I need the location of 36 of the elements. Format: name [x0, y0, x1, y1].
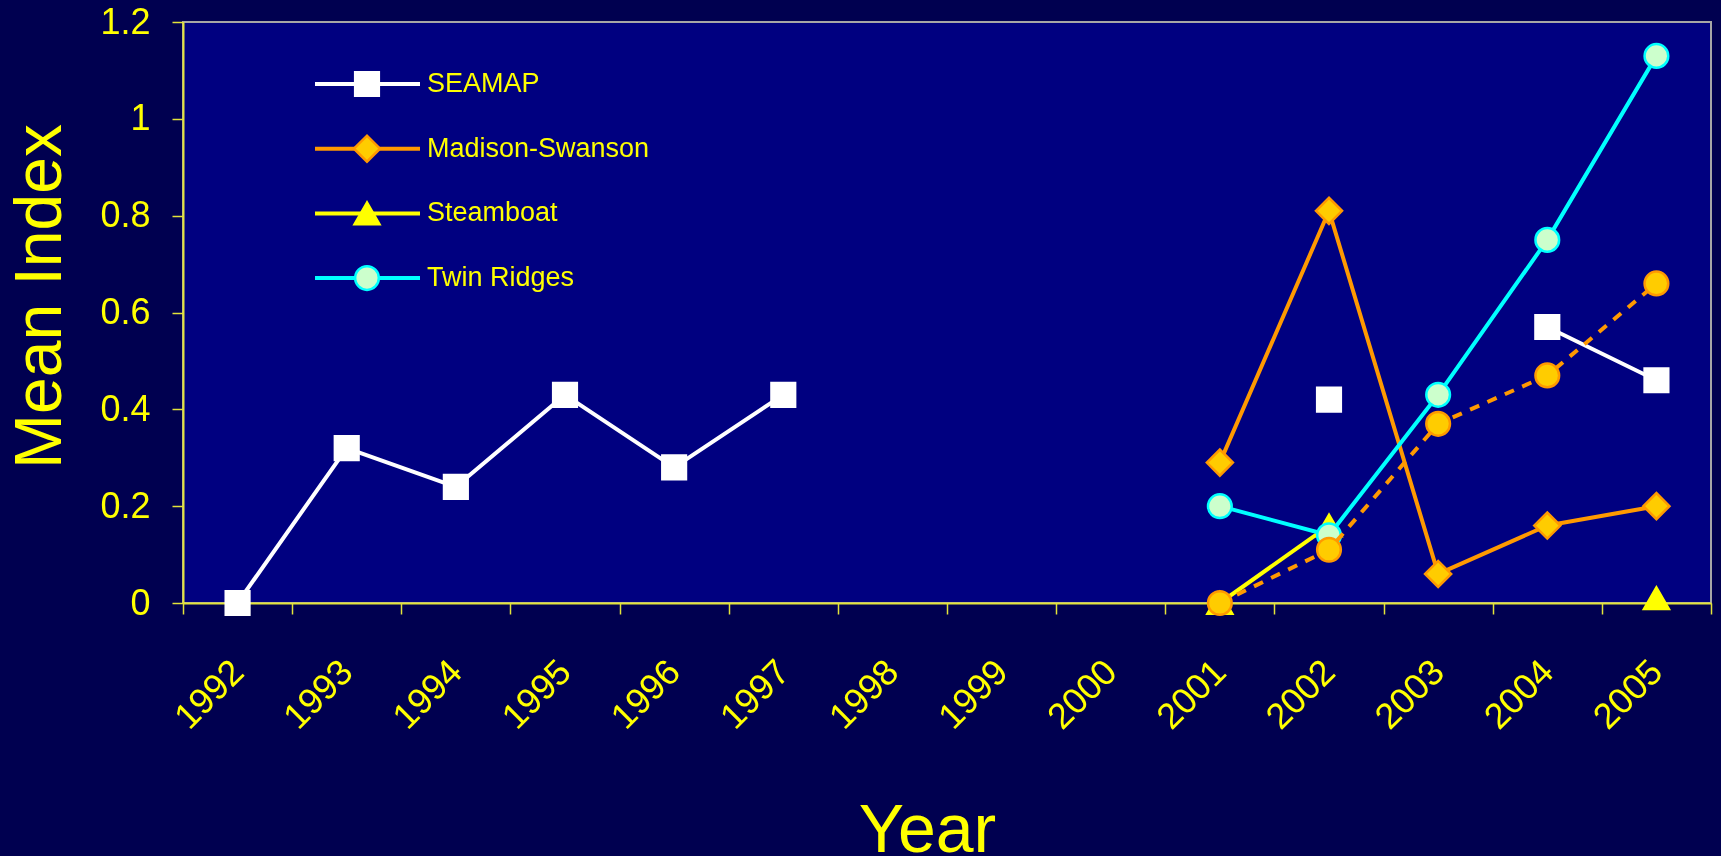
- point: [1534, 226, 1561, 253]
- point: [1206, 493, 1233, 520]
- point: [224, 589, 251, 617]
- point: [1423, 559, 1453, 589]
- point: [1314, 196, 1344, 226]
- y-axis-title: Mean Index: [0, 124, 75, 469]
- y-tick-label: 0.4: [100, 387, 151, 429]
- y-tick-label: 0.6: [100, 291, 151, 332]
- point: [770, 381, 797, 408]
- point: [1642, 586, 1671, 611]
- legend-label: Twin Ridges: [427, 262, 575, 293]
- legend-label: Steamboat: [427, 197, 559, 228]
- point: [1643, 367, 1670, 394]
- point: [1643, 42, 1670, 69]
- point: [1425, 410, 1452, 437]
- y-tick-label: 0.2: [100, 484, 151, 526]
- legend-label: Madison-Swanson: [427, 132, 650, 163]
- point: [442, 473, 469, 500]
- point: [1643, 270, 1670, 297]
- point: [551, 381, 579, 408]
- point: [1205, 448, 1235, 477]
- point: [1315, 536, 1343, 563]
- point: [1533, 511, 1562, 540]
- point: [1425, 381, 1452, 408]
- point: [1534, 362, 1561, 389]
- y-tick-label: 0.8: [100, 194, 151, 236]
- point: [1534, 313, 1561, 341]
- legend-label: SEAMAP: [427, 68, 540, 98]
- point: [661, 454, 688, 481]
- point: [333, 434, 360, 462]
- y-tick-label: 1.2: [100, 0, 151, 42]
- point: [1315, 386, 1343, 413]
- point: [1642, 491, 1671, 521]
- y-tick-label: 1: [130, 97, 151, 139]
- x-axis-title: Year: [858, 789, 997, 856]
- y-tick-label: 0: [130, 581, 151, 623]
